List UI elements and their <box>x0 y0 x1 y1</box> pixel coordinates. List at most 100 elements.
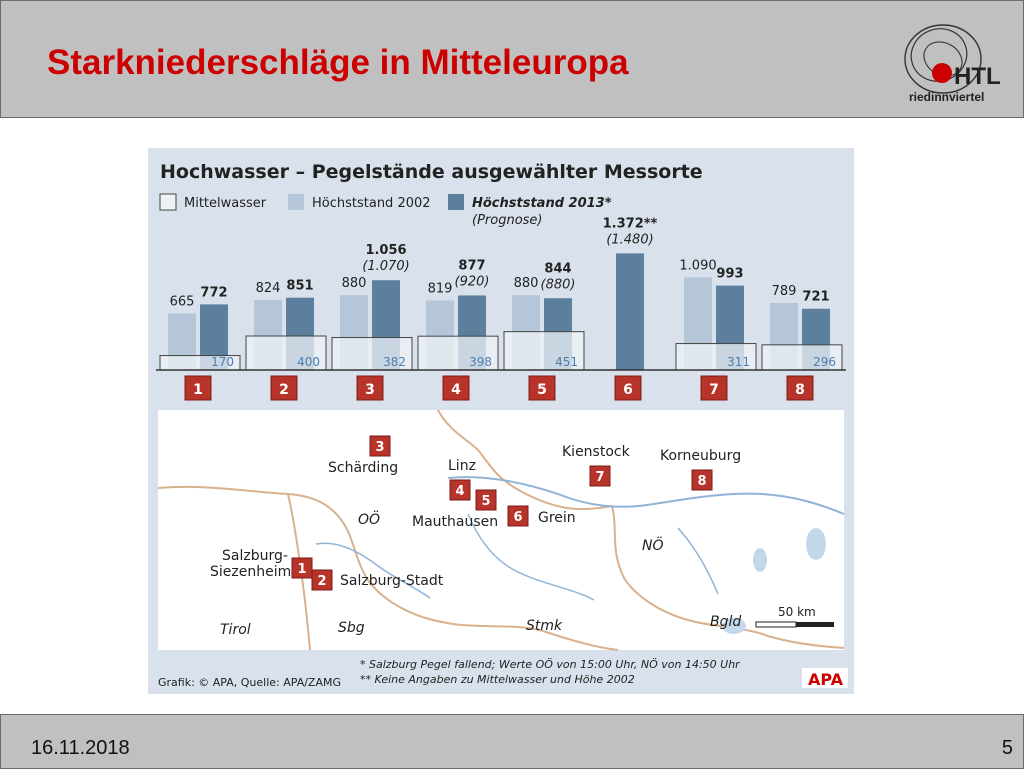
place-label: Korneuburg <box>660 448 741 464</box>
map-marker-label: 8 <box>697 474 706 489</box>
map-marker-label: 4 <box>455 484 464 499</box>
legend-label-mittelwasser: Mittelwasser <box>184 196 267 211</box>
map-marker-label: 6 <box>513 510 522 525</box>
map-marker-label: 1 <box>297 562 306 577</box>
place-label: Mauthausen <box>412 514 498 530</box>
label-2013: 1.372** <box>603 216 658 231</box>
category-label: 4 <box>451 382 461 398</box>
category-label: 6 <box>623 382 633 398</box>
map-lake <box>753 548 767 572</box>
label-mittelwasser: 296 <box>813 355 836 369</box>
bar-mittelwasser <box>503 331 585 371</box>
label-2013: 851 <box>286 279 313 294</box>
map-river <box>677 527 719 595</box>
map-marker <box>291 557 313 579</box>
bar-mittelwasser <box>417 335 499 371</box>
category-label: 2 <box>279 382 289 398</box>
map-marker <box>589 465 611 487</box>
slide-header: Starkniederschläge in Mitteleuropa HTL r… <box>0 0 1024 118</box>
map-marker <box>369 435 391 457</box>
label-mittelwasser: 170 <box>211 355 234 369</box>
htl-logo: HTL riedinnviertel <box>904 24 1001 104</box>
label-2002: 880 <box>514 276 539 291</box>
category-marker <box>442 375 470 401</box>
category-markers: 1 2 3 4 5 6 7 8 <box>184 375 814 401</box>
map-markers: 12 3 4 5 6 7 8 <box>291 435 713 591</box>
map-marker <box>475 489 497 511</box>
label-2013: 772 <box>200 285 227 300</box>
footer-date: 16.11.2018 <box>31 737 130 759</box>
category-marker <box>700 375 728 401</box>
map-border-line <box>157 485 619 651</box>
bars-layer: 665 772 170 824 851 400 880 1.056(1.070) 382 819 8… <box>159 216 843 371</box>
category-label: 7 <box>709 382 719 398</box>
region-label: Stmk <box>526 618 563 634</box>
map-border-line <box>437 409 613 511</box>
region-label: OÖ <box>358 510 380 528</box>
label-2013: 993 <box>716 267 743 282</box>
apa-logo-box <box>802 668 848 688</box>
legend-label-2013: Höchststand 2013* <box>472 196 612 211</box>
label-forecast: (880) <box>541 277 576 292</box>
scale-bar <box>796 622 834 627</box>
label-mittelwasser: 400 <box>297 355 320 369</box>
place-label: Siezenheim <box>210 564 291 580</box>
chart-graphic: Hochwasser – Pegelstände ausgewählter Me… <box>148 148 854 694</box>
bar-mittelwasser <box>331 337 413 371</box>
category-label: 1 <box>193 382 203 398</box>
map-border-line <box>611 505 845 649</box>
category-marker <box>786 375 814 401</box>
label-2002: 665 <box>170 294 195 309</box>
apa-logo: APA <box>808 670 844 689</box>
label-2002: 1.090 <box>679 258 716 273</box>
map-lake <box>722 618 746 634</box>
bar-2013 <box>616 253 644 370</box>
footnote-1: * Salzburg Pegel fallend; Werte OÖ von 1… <box>360 658 741 671</box>
category-marker <box>270 375 298 401</box>
chart-title: Hochwasser – Pegelstände ausgewählter Me… <box>160 161 703 183</box>
map-marker-label: 5 <box>481 494 490 509</box>
map-marker <box>449 479 471 501</box>
page-number: 5 <box>1001 737 1013 759</box>
category-marker <box>528 375 556 401</box>
map-marker <box>691 469 713 491</box>
map-marker-label: 3 <box>375 440 384 455</box>
category-label: 8 <box>795 382 805 398</box>
label-mittelwasser: 311 <box>727 355 750 369</box>
category-label: 5 <box>537 382 547 398</box>
label-2013: 721 <box>802 290 829 305</box>
scale-label: 50 km <box>778 605 816 619</box>
label-2013: 844 <box>544 261 571 276</box>
place-label: Schärding <box>328 460 398 476</box>
label-2013: 1.056 <box>365 243 406 258</box>
place-label: Linz <box>448 458 476 474</box>
region-label: Bgld <box>710 614 741 630</box>
label-forecast: (1.480) <box>606 232 653 247</box>
category-marker <box>356 375 384 401</box>
footnote-2: ** Keine Angaben zu Mittelwasser und Höh… <box>360 673 635 686</box>
bar-mittelwasser <box>675 343 757 371</box>
place-label: Salzburg- <box>222 548 288 564</box>
legend-sublabel-2013: (Prognose) <box>472 213 543 228</box>
legend-label-2002: Höchststand 2002 <box>312 196 431 211</box>
logo-subtext: riedinnviertel <box>909 90 984 104</box>
category-label: 3 <box>365 382 375 398</box>
label-mittelwasser: 382 <box>383 355 406 369</box>
slide-title: Starkniederschläge in Mitteleuropa <box>47 43 629 82</box>
map-marker <box>507 505 529 527</box>
label-mittelwasser: 398 <box>469 355 492 369</box>
label-2002: 880 <box>342 276 367 291</box>
legend-swatch-2002 <box>288 194 304 210</box>
credit: Grafik: © APA, Quelle: APA/ZAMG <box>158 676 341 689</box>
map-marker-label: 2 <box>317 574 326 589</box>
map-river <box>467 513 595 601</box>
legend-swatch-2013 <box>448 194 464 210</box>
label-forecast: (1.070) <box>362 259 409 274</box>
label-2002: 819 <box>428 281 453 296</box>
label-2002: 789 <box>772 284 797 299</box>
slide-footer: 16.11.2018 5 <box>0 714 1024 769</box>
legend-swatch-mittelwasser <box>159 193 177 211</box>
region-label: Tirol <box>220 622 251 638</box>
map-river <box>447 476 845 515</box>
place-label: Kienstock <box>562 444 631 460</box>
